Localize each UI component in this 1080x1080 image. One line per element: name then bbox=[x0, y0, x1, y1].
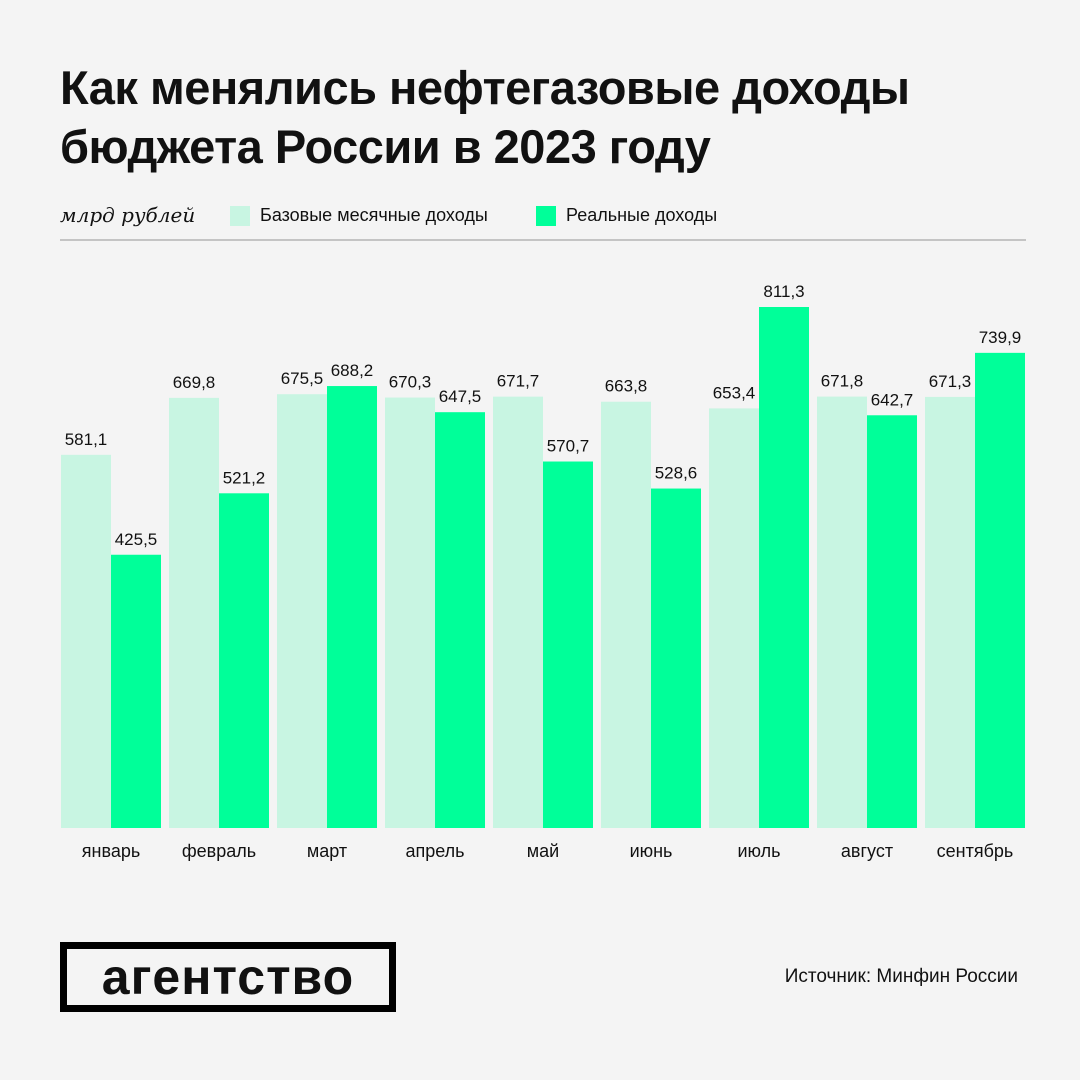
source-note: Источник: Минфин России bbox=[784, 966, 1018, 987]
x-tick-label: январь bbox=[82, 841, 140, 861]
bar-real-7 bbox=[867, 415, 917, 828]
bar-real-6 bbox=[759, 307, 809, 828]
data-label: 642,7 bbox=[871, 390, 914, 409]
data-label: 528,6 bbox=[655, 464, 698, 483]
x-tick-label: май bbox=[527, 841, 559, 861]
bar-real-8 bbox=[975, 352, 1025, 828]
data-label: 811,3 bbox=[763, 282, 804, 301]
logo-text: агентство bbox=[101, 949, 355, 1005]
bar-base-3 bbox=[385, 397, 435, 828]
bar-real-5 bbox=[651, 488, 701, 828]
x-tick-label: февраль bbox=[182, 841, 256, 861]
data-label: 671,8 bbox=[821, 372, 864, 391]
bar-base-5 bbox=[601, 401, 651, 828]
data-label: 647,5 bbox=[439, 387, 482, 406]
title-line-1: Как менялись нефтегазовые доходы bbox=[60, 61, 910, 114]
title-line-2: бюджета России в 2023 году bbox=[60, 120, 711, 173]
data-label: 671,7 bbox=[497, 372, 540, 391]
data-label: 675,5 bbox=[281, 369, 324, 388]
data-label: 521,2 bbox=[223, 468, 266, 487]
data-label: 739,9 bbox=[979, 328, 1022, 347]
x-tick-label: сентябрь bbox=[937, 841, 1014, 861]
bar-base-1 bbox=[169, 397, 219, 828]
unit-label: млрд рублей bbox=[60, 203, 196, 227]
data-label: 688,2 bbox=[331, 361, 374, 380]
legend-label-real: Реальные доходы bbox=[566, 205, 718, 225]
bar-base-6 bbox=[709, 408, 759, 828]
data-label: 669,8 bbox=[173, 373, 216, 392]
x-tick-label: июнь bbox=[630, 841, 673, 861]
divider bbox=[60, 239, 1026, 241]
legend-swatch-base bbox=[230, 205, 250, 226]
data-label: 425,5 bbox=[115, 530, 158, 549]
bar-real-4 bbox=[543, 461, 593, 828]
legend-item-real: Реальные доходы bbox=[536, 205, 717, 226]
bar-base-7 bbox=[817, 396, 867, 828]
bar-real-0 bbox=[111, 554, 161, 828]
chart-title: Как менялись нефтегазовые доходы бюджета … bbox=[60, 58, 1060, 176]
data-label: 671,3 bbox=[929, 372, 972, 391]
x-tick-label: август bbox=[841, 841, 893, 861]
legend-label-base: Базовые месячные доходы bbox=[260, 205, 488, 225]
legend-item-base: Базовые месячные доходы bbox=[230, 205, 488, 226]
bar-base-8 bbox=[925, 396, 975, 828]
agentstvo-logo: агентство bbox=[60, 942, 396, 1012]
x-tick-label: март bbox=[307, 841, 347, 861]
bar-base-4 bbox=[493, 396, 543, 828]
data-label: 653,4 bbox=[713, 383, 756, 402]
bar-real-1 bbox=[219, 493, 269, 828]
data-label: 570,7 bbox=[547, 437, 590, 456]
data-label: 663,8 bbox=[605, 377, 648, 396]
data-label: 670,3 bbox=[389, 373, 432, 392]
bar-real-2 bbox=[327, 386, 377, 828]
x-tick-label: июль bbox=[737, 841, 780, 861]
bar-base-0 bbox=[61, 454, 111, 828]
x-tick-label: апрель bbox=[405, 841, 464, 861]
legend-swatch-real bbox=[536, 205, 556, 226]
bar-real-3 bbox=[435, 412, 485, 828]
bar-base-2 bbox=[277, 394, 327, 828]
data-label: 581,1 bbox=[65, 430, 108, 449]
